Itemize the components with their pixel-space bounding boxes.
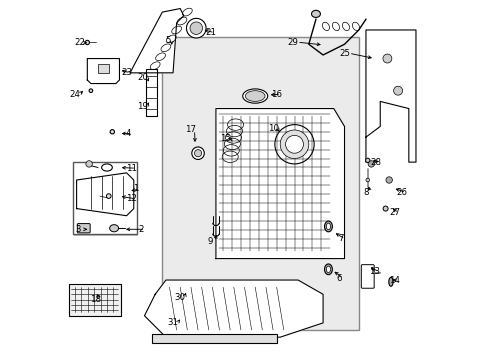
Polygon shape — [365, 30, 415, 162]
Ellipse shape — [245, 91, 264, 102]
Ellipse shape — [274, 125, 313, 164]
Ellipse shape — [385, 177, 391, 183]
Ellipse shape — [191, 147, 204, 159]
Text: 5: 5 — [164, 36, 170, 45]
Text: 22: 22 — [74, 38, 85, 47]
Ellipse shape — [393, 86, 402, 95]
Ellipse shape — [382, 54, 391, 63]
Text: 19: 19 — [137, 102, 148, 111]
Polygon shape — [87, 59, 119, 84]
Ellipse shape — [106, 194, 111, 198]
Text: 15: 15 — [220, 134, 231, 143]
Text: 24: 24 — [69, 90, 80, 99]
Ellipse shape — [365, 158, 369, 162]
Ellipse shape — [86, 161, 92, 167]
Text: 20: 20 — [137, 73, 148, 82]
Ellipse shape — [324, 221, 332, 232]
Text: 10: 10 — [267, 124, 278, 133]
Ellipse shape — [194, 150, 201, 157]
Text: 12: 12 — [126, 194, 137, 203]
Text: 3: 3 — [76, 225, 81, 234]
Polygon shape — [77, 173, 134, 216]
Ellipse shape — [110, 130, 114, 134]
Bar — [151, 334, 276, 342]
Bar — [162, 37, 358, 330]
Text: 29: 29 — [287, 37, 298, 46]
Text: 6: 6 — [336, 274, 341, 283]
Text: 7: 7 — [338, 234, 343, 243]
Ellipse shape — [311, 10, 320, 18]
Ellipse shape — [388, 277, 392, 286]
Ellipse shape — [382, 206, 387, 211]
Ellipse shape — [325, 223, 330, 230]
Ellipse shape — [89, 89, 93, 93]
Text: 28: 28 — [370, 158, 381, 167]
Text: 21: 21 — [204, 28, 216, 37]
Text: 26: 26 — [395, 188, 407, 197]
Polygon shape — [130, 9, 183, 73]
Bar — [98, 64, 108, 73]
Ellipse shape — [85, 40, 89, 45]
Text: 9: 9 — [207, 237, 213, 246]
Text: 16: 16 — [270, 90, 282, 99]
Ellipse shape — [285, 135, 303, 153]
Ellipse shape — [365, 178, 369, 182]
Ellipse shape — [325, 266, 330, 273]
FancyBboxPatch shape — [361, 265, 373, 288]
Text: 1: 1 — [133, 184, 138, 193]
Text: 30: 30 — [174, 293, 185, 302]
Text: 31: 31 — [167, 318, 178, 327]
Ellipse shape — [367, 161, 374, 167]
FancyBboxPatch shape — [77, 224, 90, 233]
Polygon shape — [216, 109, 344, 258]
Ellipse shape — [324, 264, 332, 275]
Text: 2: 2 — [138, 225, 143, 234]
Text: 8: 8 — [363, 188, 368, 197]
Bar — [69, 284, 121, 316]
Text: 18: 18 — [90, 295, 101, 304]
Text: 4: 4 — [125, 129, 131, 138]
Ellipse shape — [109, 225, 118, 232]
Ellipse shape — [190, 22, 202, 35]
Text: 17: 17 — [184, 126, 195, 135]
Bar — [73, 162, 137, 234]
Ellipse shape — [102, 164, 112, 171]
Text: 14: 14 — [388, 276, 399, 285]
Text: 25: 25 — [338, 49, 349, 58]
Text: 27: 27 — [388, 208, 399, 217]
Ellipse shape — [280, 130, 308, 158]
Text: 13: 13 — [368, 267, 380, 276]
Bar — [146, 69, 157, 116]
Text: 11: 11 — [126, 164, 137, 173]
Text: 23: 23 — [121, 68, 132, 77]
Polygon shape — [144, 280, 323, 337]
Ellipse shape — [186, 18, 205, 38]
Ellipse shape — [242, 89, 267, 103]
